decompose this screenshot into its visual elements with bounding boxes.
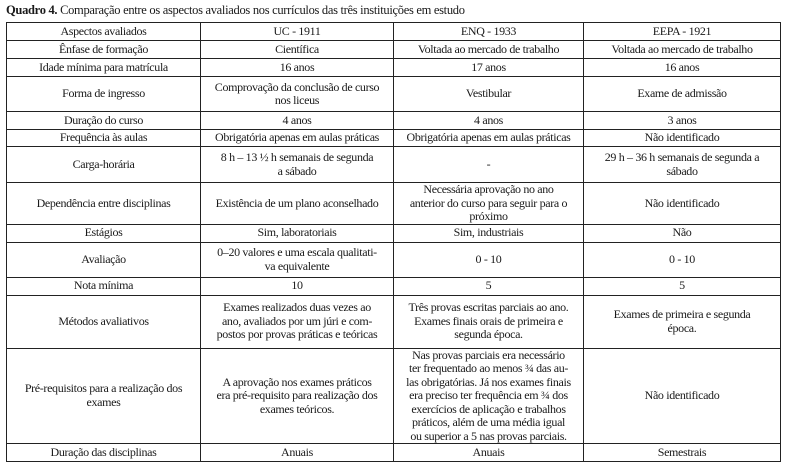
table-cell: 0–20 valores e uma escala qualitati- va … — [200, 241, 394, 278]
table-cell: Exames de primeira e segunda época. — [583, 294, 781, 349]
header-cell: EEPA - 1921 — [583, 22, 781, 41]
caption-text: Comparação entre os aspectos avaliados n… — [57, 3, 465, 17]
table-cell: Obrigatória apenas em aulas práticas — [200, 129, 394, 147]
row-label-cell: Avaliação — [6, 241, 201, 278]
table-row: Forma de ingresso Comprovação da conclusã… — [6, 76, 781, 112]
table-cell: 8 h – 13 ½ h semanais de segunda a sábad… — [200, 146, 394, 183]
table-cell: Exame de admissão — [583, 76, 781, 112]
table-row: Pré-requisitos para a realização dos exa… — [6, 347, 781, 444]
table-cell: Não identificado — [583, 129, 781, 147]
table-cell: Necessária aprovação no ano anterior do … — [393, 182, 584, 225]
table-cell: Não identificado — [583, 347, 781, 444]
table-cell: Voltada ao mercado de trabalho — [583, 40, 781, 59]
table-cell: 17 anos — [393, 58, 584, 77]
table-cell: 4 anos — [393, 111, 584, 130]
table-cell: Não identificado — [583, 182, 781, 225]
table-row: Idade mínima para matrícula 16 anos 17 ano… — [6, 58, 781, 77]
table-cell: 5 — [583, 276, 781, 296]
row-label-cell: Carga-horária — [6, 146, 201, 183]
header-row: Aspectos avaliados UC - 1911 ENQ - 1933 … — [6, 22, 781, 41]
table-cell: - — [393, 146, 584, 183]
table-cell: Anuais — [200, 443, 394, 462]
header-cell: ENQ - 1933 — [393, 22, 584, 41]
header-cell: UC - 1911 — [200, 22, 394, 41]
table-row: Avaliação 0–20 valores e uma escala quali… — [6, 241, 781, 278]
table-cell: Sim, industriais — [393, 223, 584, 243]
table-cell: Exames realizados duas vezes ao ano, ava… — [200, 294, 394, 349]
table-cell: 10 — [200, 276, 394, 296]
row-label-cell: Pré-requisitos para a realização dos exa… — [6, 347, 201, 444]
table-row: Duração do curso 4 anos 4 anos 3 anos — [6, 111, 781, 130]
table-row: Estágios Sim, laboratoriais Sim, industria… — [6, 223, 781, 243]
table-cell: Três provas escritas parciais ao ano. Ex… — [393, 294, 584, 349]
table-cell: Obrigatória apenas em aulas práticas — [393, 129, 584, 147]
table-cell: Sim, laboratoriais — [200, 223, 394, 243]
table-cell: Científica — [200, 40, 394, 59]
table-cell: Voltada ao mercado de trabalho — [393, 40, 584, 59]
table-cell: Comprovação da conclusão de curso nos li… — [200, 76, 394, 112]
table-row: Ênfase de formação Científica Voltada ao m… — [6, 40, 781, 59]
row-label-cell: Frequência às aulas — [6, 129, 201, 147]
header-cell: Aspectos avaliados — [6, 22, 201, 41]
table-cell: A aprovação nos exames práticos era pré-… — [200, 347, 394, 444]
table-cell: 0 - 10 — [583, 241, 781, 278]
table-row: Frequência às aulas Obrigatória apenas em… — [6, 129, 781, 147]
table-cell: 5 — [393, 276, 584, 296]
table-cell: 3 anos — [583, 111, 781, 130]
table-cell: 0 - 10 — [393, 241, 584, 278]
table-row: Duração das disciplinas Anuais Anuais Semes… — [6, 443, 781, 462]
table-cell: Semestrais — [583, 443, 781, 462]
table-cell: Anuais — [393, 443, 584, 462]
table-row: Métodos avaliativos Exames realizados dua… — [6, 294, 781, 349]
row-label-cell: Dependência entre disciplinas — [6, 182, 201, 225]
row-label-cell: Estágios — [6, 223, 201, 243]
comparison-table: Aspectos avaliados UC - 1911 ENQ - 1933 … — [6, 22, 781, 462]
row-label-cell: Duração das disciplinas — [6, 443, 201, 462]
row-label-cell: Nota mínima — [6, 276, 201, 296]
table-row: Nota mínima 10 5 5 — [6, 276, 781, 296]
table-cell: 29 h – 36 h semanais de segunda a sábado — [583, 146, 781, 183]
table-cell: Vestibular — [393, 76, 584, 112]
row-label-cell: Métodos avaliativos — [6, 294, 201, 349]
row-label-cell: Duração do curso — [6, 111, 201, 130]
table-cell: Existência de um plano aconselhado — [200, 182, 394, 225]
table-cell: Não — [583, 223, 781, 243]
table-cell: 4 anos — [200, 111, 394, 130]
row-label-cell: Idade mínima para matrícula — [6, 58, 201, 77]
table-cell: 16 anos — [583, 58, 781, 77]
table-row: Carga-horária 8 h – 13 ½ h semanais de se… — [6, 146, 781, 183]
caption-label: Quadro 4. — [6, 3, 58, 17]
table-caption: Quadro 4. Comparação entre os aspectos a… — [6, 3, 465, 18]
row-label-cell: Forma de ingresso — [6, 76, 201, 112]
table-cell: 16 anos — [200, 58, 394, 77]
table-cell: Nas provas parciais era necessário ter f… — [393, 347, 584, 444]
row-label-cell: Ênfase de formação — [6, 40, 201, 59]
table-row: Dependência entre disciplinas Existência … — [6, 182, 781, 225]
